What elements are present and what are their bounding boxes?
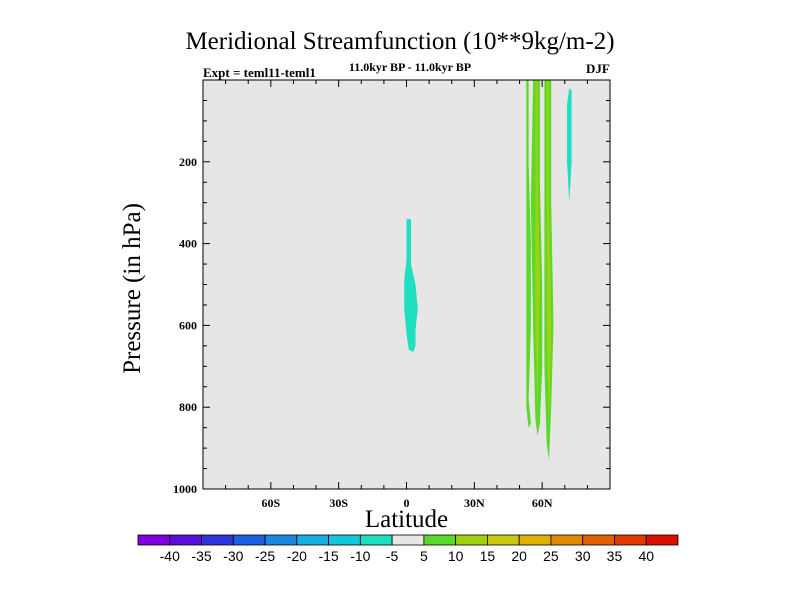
chart-title: Meridional Streamfunction (10**9kg/m-2) bbox=[185, 28, 615, 55]
experiment-label: Expt = teml11-teml1 bbox=[203, 65, 316, 80]
colorbar-label: 25 bbox=[543, 548, 559, 564]
colorbar-swatch bbox=[201, 534, 234, 546]
colorbar-label: 30 bbox=[575, 548, 591, 564]
y-tick-label: 1000 bbox=[173, 482, 197, 496]
y-axis-title: Pressure (in hPa) bbox=[119, 203, 146, 374]
colorbar-swatch bbox=[359, 534, 393, 546]
colorbar-label: 10 bbox=[448, 548, 464, 564]
colorbar-swatch bbox=[455, 534, 488, 546]
colorbar-swatch bbox=[487, 534, 520, 546]
period-label: 11.0kyr BP - 11.0kyr BP bbox=[348, 60, 472, 74]
colorbar-label: 15 bbox=[480, 548, 496, 564]
x-tick-label: 60N bbox=[532, 496, 553, 510]
season-label: DJF bbox=[586, 61, 610, 76]
x-tick-label: 0 bbox=[404, 496, 410, 510]
colorbar-label: -25 bbox=[255, 548, 275, 564]
x-tick-label: 60S bbox=[261, 496, 280, 510]
colorbar-swatch bbox=[296, 534, 329, 546]
y-tick-label: 400 bbox=[179, 237, 197, 251]
colorbar-label: -20 bbox=[287, 548, 307, 564]
colorbar-swatch bbox=[264, 534, 298, 546]
colorbar-label: 40 bbox=[638, 548, 654, 564]
colorbar-label: -10 bbox=[350, 548, 370, 564]
colorbar-swatch bbox=[518, 534, 552, 546]
x-axis-title: Latitude bbox=[365, 506, 448, 533]
colorbar-swatch bbox=[582, 534, 615, 546]
colorbar-swatch bbox=[328, 534, 361, 546]
y-tick-label: 800 bbox=[179, 400, 197, 414]
high-lat-negative-cell bbox=[567, 88, 572, 203]
colorbar-swatch bbox=[423, 534, 457, 546]
colorbar-label: 35 bbox=[607, 548, 623, 564]
colorbar-label: -30 bbox=[223, 548, 243, 564]
nh-positive-cell-1 bbox=[526, 80, 531, 428]
y-tick-label: 600 bbox=[179, 318, 197, 332]
colorbar-swatch bbox=[614, 534, 647, 546]
nh-positive-core-3 bbox=[546, 80, 552, 428]
colorbar-label: 5 bbox=[420, 548, 428, 564]
colorbar-swatch bbox=[550, 534, 584, 546]
x-tick-label: 30N bbox=[464, 496, 485, 510]
colorbar-swatch bbox=[645, 534, 679, 546]
x-tick-label: 30S bbox=[329, 496, 348, 510]
colorbar-label: -15 bbox=[318, 548, 338, 564]
colorbar-swatch bbox=[137, 534, 171, 546]
colorbar-swatch bbox=[169, 534, 202, 546]
colorbar-label: -5 bbox=[386, 548, 399, 564]
tropical-negative-cell bbox=[404, 219, 418, 352]
colorbar-label: -40 bbox=[160, 548, 180, 564]
colorbar-swatch bbox=[232, 534, 266, 546]
nh-positive-core-2 bbox=[535, 80, 540, 408]
colorbar-swatch bbox=[391, 534, 425, 546]
y-tick-label: 200 bbox=[179, 155, 197, 169]
colorbar-label: 20 bbox=[511, 548, 527, 564]
colorbar-label: -35 bbox=[191, 548, 211, 564]
